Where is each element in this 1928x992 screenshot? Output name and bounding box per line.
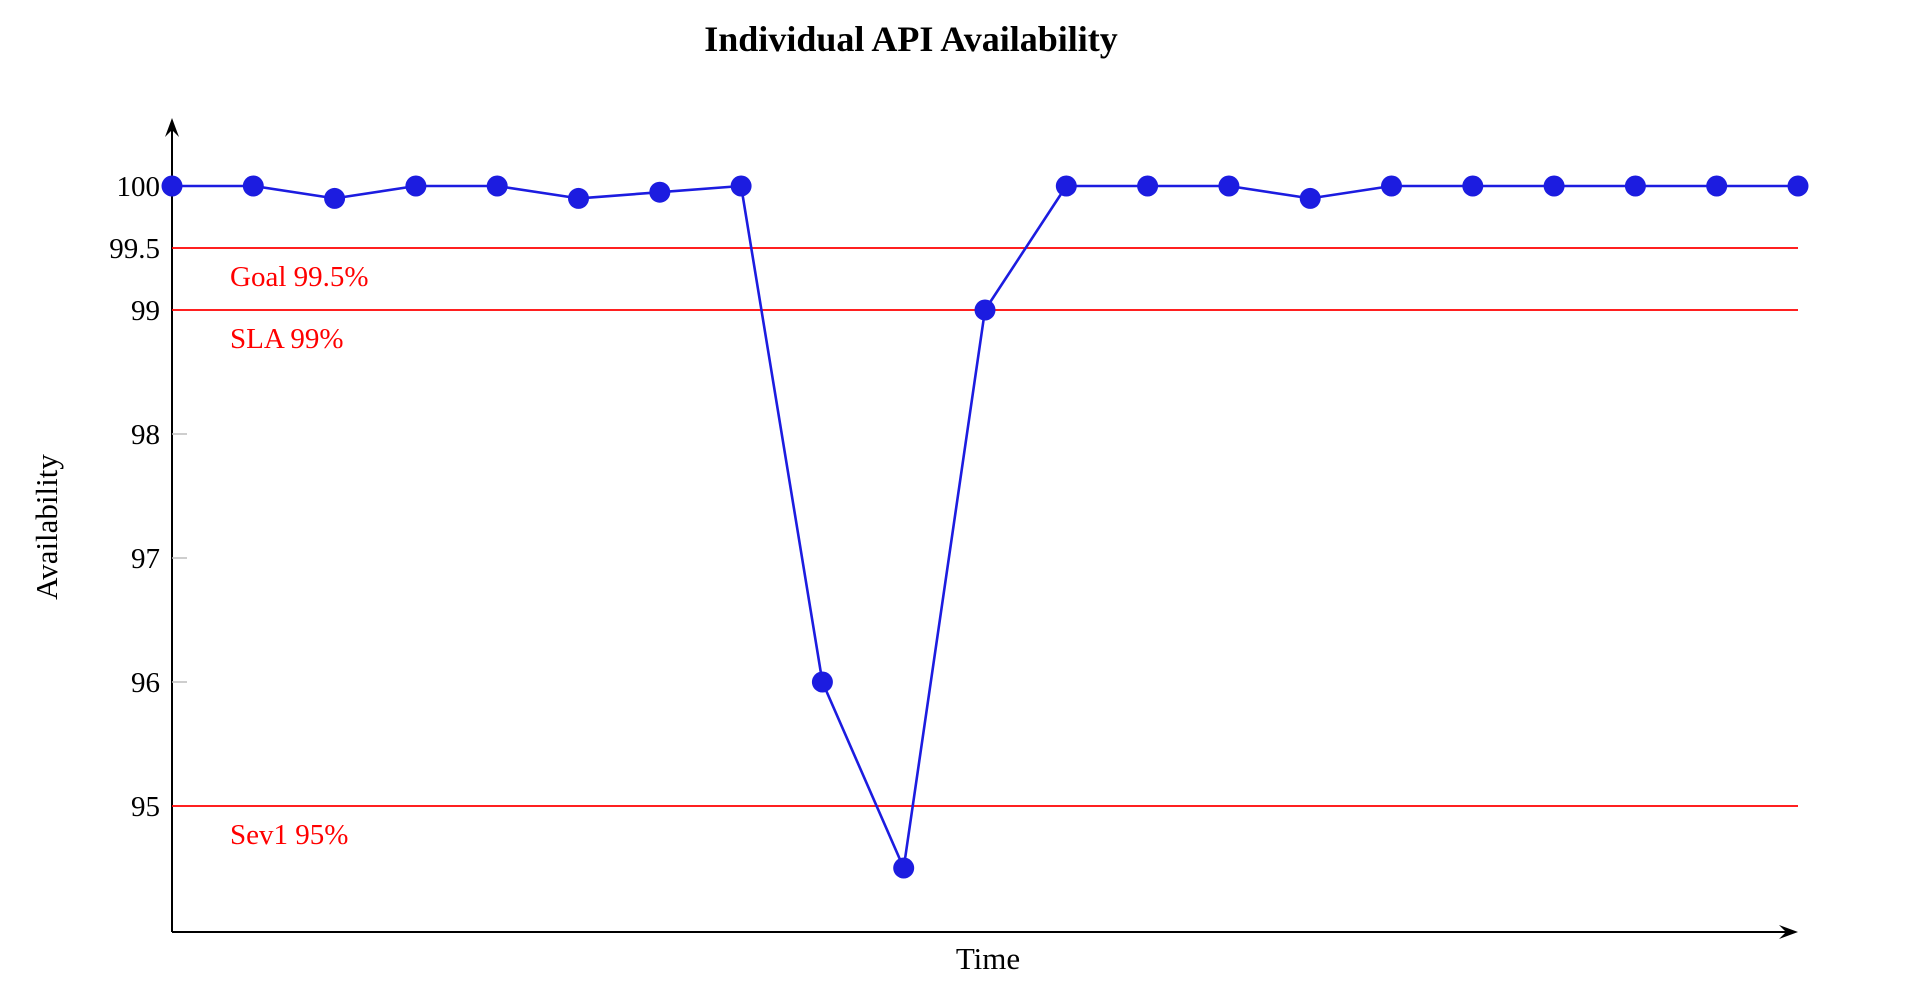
data-point <box>1462 175 1484 197</box>
threshold-label: SLA 99% <box>230 323 344 355</box>
data-point <box>242 175 264 197</box>
data-point <box>568 187 589 209</box>
data-point <box>324 187 346 209</box>
data-point <box>974 299 996 321</box>
threshold-label: Goal 99.5% <box>230 261 369 293</box>
data-point <box>1299 187 1321 209</box>
data-point <box>1706 175 1728 197</box>
series-line <box>172 184 1798 870</box>
data-point <box>730 175 752 197</box>
chart-title: Individual API Availability <box>704 19 1118 59</box>
data-point <box>161 175 183 197</box>
data-point <box>649 181 671 203</box>
data-point <box>486 175 508 197</box>
y-axis-title: Availability <box>29 454 64 600</box>
data-point <box>1055 175 1077 197</box>
threshold-label: Sev1 95% <box>230 819 348 851</box>
data-point <box>1787 175 1809 197</box>
y-tick-label: 100 <box>117 171 161 203</box>
y-axis-arrow-icon <box>165 118 179 137</box>
x-axis-arrow-icon <box>1779 925 1798 939</box>
data-point <box>893 857 915 879</box>
x-axis-title: Time <box>955 941 1021 976</box>
data-point <box>1624 175 1646 197</box>
data-point <box>1218 175 1240 197</box>
y-tick-label: 96 <box>131 667 160 699</box>
data-point <box>811 671 833 693</box>
y-tick-label: 97 <box>131 543 160 575</box>
data-point <box>1381 175 1402 197</box>
y-tick-label: 95 <box>131 791 160 823</box>
y-tick-label: 99.5 <box>109 233 160 265</box>
y-tick-label: 98 <box>131 419 160 451</box>
data-point <box>405 175 427 197</box>
data-point <box>1543 175 1565 197</box>
data-point <box>1137 175 1159 197</box>
y-tick-label: 99 <box>131 295 160 327</box>
